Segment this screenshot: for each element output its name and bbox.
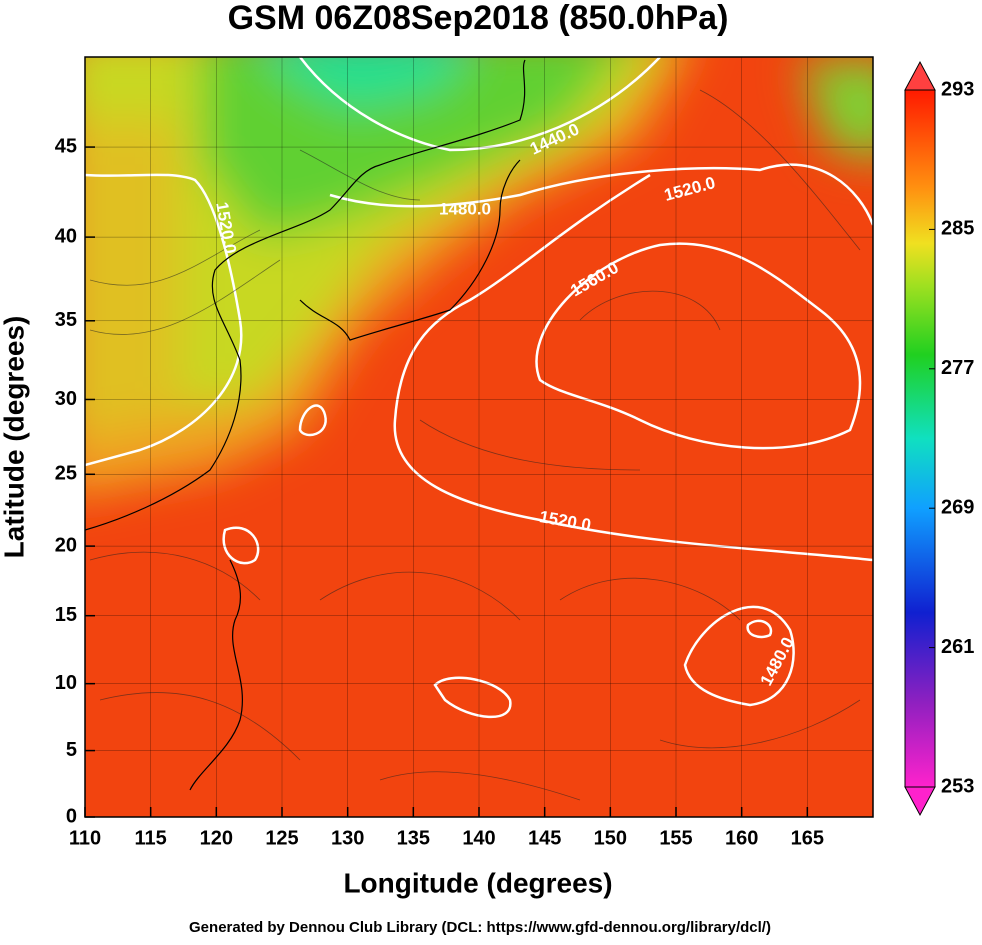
x-tick-label: 160	[725, 827, 758, 849]
colorbar-tick-label: 277	[941, 357, 974, 379]
y-tick-label: 35	[55, 309, 77, 331]
x-tick-label: 115	[135, 827, 167, 849]
y-axis-label: Latitude (degrees)	[0, 316, 29, 559]
colorbar-extend-bottom	[904, 786, 936, 817]
x-tick-label: 145	[528, 827, 561, 849]
x-tick-label: 150	[594, 827, 627, 849]
colorbar-tick-label: 261	[941, 636, 974, 658]
colorbar-tick-label: 253	[941, 775, 974, 797]
field	[85, 57, 873, 817]
y-tick-label: 45	[55, 135, 77, 157]
x-tick-label: 125	[265, 827, 298, 849]
coastline	[85, 59, 526, 791]
x-tick-label: 135	[397, 827, 430, 849]
colorbar	[904, 89, 936, 788]
y-tick-label: 40	[55, 225, 77, 247]
x-axis-label: Longitude (degrees)	[343, 867, 612, 898]
y-tick-label: 25	[55, 463, 77, 485]
title: GSM 06Z08Sep2018 (850.0hPa)	[228, 0, 729, 37]
streamlines	[89, 89, 861, 801]
x-tick-label: 130	[331, 827, 364, 849]
y-tick-label: 5	[66, 739, 77, 761]
x-tick-label: 140	[462, 827, 495, 849]
x-tick-label: 155	[659, 827, 692, 849]
x-tick-label: 165	[791, 827, 824, 849]
y-tick-label: 30	[55, 388, 77, 410]
y-tick-label: 10	[55, 672, 77, 694]
contours	[85, 57, 873, 719]
footer: Generated by Dennou Club Library (DCL: h…	[189, 919, 771, 936]
y-tick-label: 20	[55, 534, 77, 556]
contour-label: 1480.0	[439, 199, 491, 218]
y-tick-label: 0	[66, 805, 77, 827]
colorbar-extend-top	[904, 60, 936, 91]
colorbar-tick-label: 285	[941, 218, 974, 240]
y-tick-label: 15	[55, 604, 77, 626]
colorbar-tick-label: 293	[941, 78, 974, 100]
x-tick-label: 110	[69, 827, 101, 849]
x-tick-label: 120	[200, 827, 233, 849]
colorbar-tick-label: 269	[941, 496, 974, 518]
